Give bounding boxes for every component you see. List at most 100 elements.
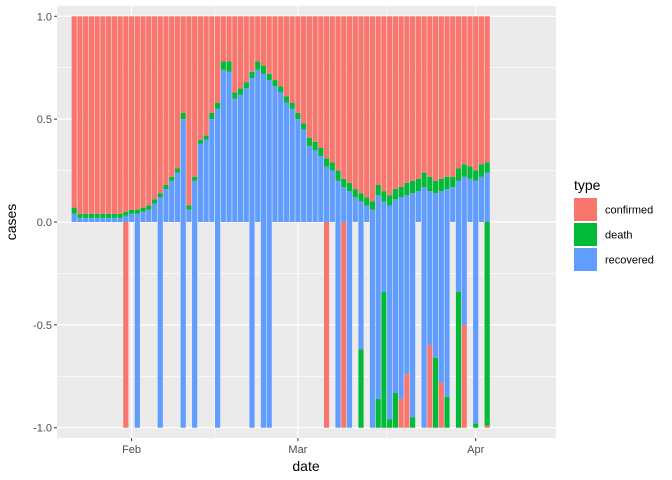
bar-recovered-negative [180, 222, 186, 428]
legend-label-recovered: recovered [605, 255, 654, 267]
bar-recovered [467, 178, 473, 222]
bar-confirmed [301, 16, 307, 124]
bar-recovered [295, 119, 301, 222]
bar-death [358, 193, 364, 202]
bar-death-negative [444, 396, 450, 428]
bar-confirmed [151, 16, 158, 200]
bar-death-negative [392, 392, 398, 428]
bar-recovered [398, 197, 404, 222]
bar-recovered [410, 193, 416, 222]
bar-recovered-negative [432, 222, 439, 358]
bar-death [88, 213, 94, 218]
bar-confirmed-negative [404, 374, 410, 428]
bar-death [444, 176, 450, 190]
bar-confirmed [329, 16, 335, 163]
x-axis-title: date [292, 458, 319, 474]
bar-confirmed [134, 16, 140, 210]
bar-confirmed [180, 16, 186, 113]
bar-confirmed [461, 16, 467, 165]
bar-death-negative [381, 291, 387, 428]
bar-death [329, 162, 335, 171]
bar-confirmed [117, 16, 123, 214]
bar-recovered-negative [404, 222, 410, 375]
bar-confirmed [220, 16, 226, 62]
bar-recovered [111, 217, 117, 222]
bar-death [461, 164, 467, 177]
bar-confirmed [283, 16, 290, 97]
bar-confirmed [157, 16, 163, 194]
bar-death [203, 135, 209, 140]
bar-recovered [272, 86, 278, 222]
bar-recovered [77, 217, 83, 222]
bar-recovered [381, 201, 387, 222]
bar-confirmed [404, 16, 410, 183]
bar-death-negative [473, 423, 479, 428]
bar-death [174, 168, 181, 173]
bar-confirmed [192, 16, 198, 177]
bar-recovered [197, 143, 203, 222]
bar-death [318, 147, 324, 157]
bar-death [473, 170, 479, 181]
bar-death [226, 61, 232, 72]
bar-confirmed [392, 16, 398, 190]
bar-recovered [461, 176, 467, 222]
bar-confirmed [318, 16, 324, 148]
bar-confirmed [306, 16, 312, 138]
bar-confirmed [169, 16, 175, 177]
bar-death-negative [410, 417, 416, 428]
bar-confirmed [209, 16, 215, 113]
bar-confirmed [278, 16, 284, 87]
bar-recovered [203, 139, 209, 222]
bar-recovered [157, 197, 163, 222]
x-tick-label: Feb [122, 444, 141, 456]
bar-confirmed [289, 16, 295, 103]
bar-confirmed-negative [427, 345, 433, 428]
bar-confirmed [364, 16, 370, 198]
bar-recovered [255, 69, 261, 223]
bar-death [289, 102, 295, 109]
bar-death [94, 213, 100, 218]
bar-death [180, 112, 186, 120]
bar-confirmed [226, 16, 232, 62]
bar-confirmed [421, 16, 427, 173]
bar-recovered [88, 217, 94, 222]
bar-confirmed [266, 16, 272, 74]
bar-death [134, 209, 140, 214]
bar-recovered [415, 191, 421, 222]
bar-death [478, 164, 485, 177]
bar-death [243, 82, 249, 89]
bar-recovered [169, 180, 175, 222]
bar-confirmed [255, 16, 261, 62]
legend-swatch-confirmed [574, 198, 597, 221]
bar-death [197, 139, 203, 144]
bar-death [484, 162, 490, 173]
bar-recovered-negative [346, 222, 353, 428]
bar-recovered [341, 187, 347, 222]
bar-death [278, 86, 284, 93]
bar-recovered [289, 108, 295, 222]
bar-recovered-negative [455, 222, 462, 292]
bar-death [220, 61, 226, 70]
bar-recovered [209, 119, 215, 222]
bar-death-negative [375, 398, 381, 428]
bar-death [255, 61, 261, 70]
bar-confirmed [341, 16, 347, 179]
bar-death [146, 205, 152, 210]
bar-confirmed [415, 16, 421, 179]
bar-confirmed [174, 16, 181, 169]
bar-confirmed [358, 16, 364, 194]
bar-recovered-negative [249, 222, 255, 428]
legend-label-death: death [605, 230, 633, 242]
bar-recovered [266, 80, 272, 222]
bar-confirmed [467, 16, 473, 167]
bar-recovered [94, 217, 100, 222]
bar-recovered-negative [134, 222, 140, 428]
bar-death [77, 213, 83, 218]
bar-death [266, 73, 272, 81]
bar-death [123, 211, 129, 216]
bar-confirmed [387, 16, 393, 196]
bar-recovered-negative [369, 222, 376, 428]
bar-death [106, 213, 112, 218]
bar-death [100, 213, 106, 218]
